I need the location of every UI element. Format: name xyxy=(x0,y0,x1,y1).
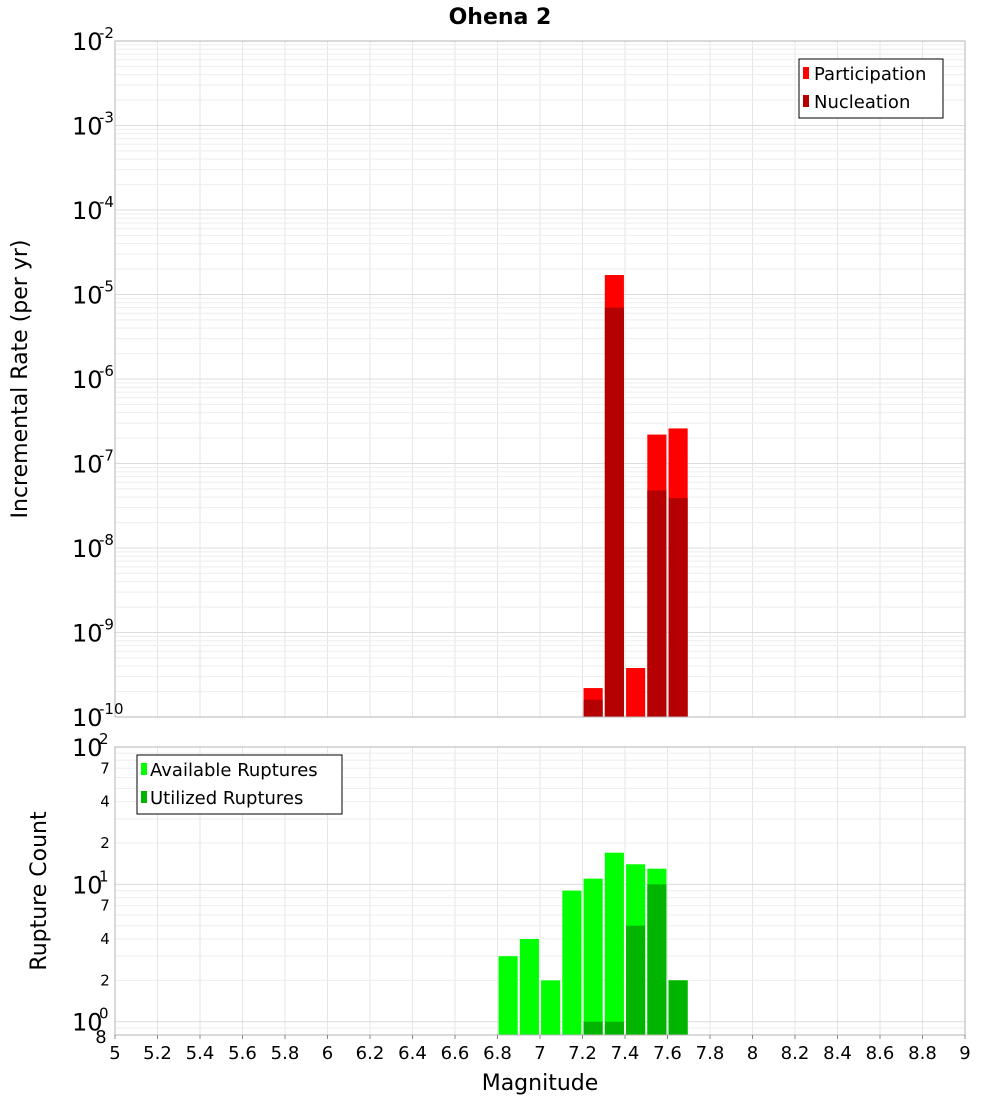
top-y-tick-exponent: -2 xyxy=(99,24,114,42)
nucleation-legend-label: Nucleation xyxy=(814,92,910,113)
top-y-tick-exponent: -9 xyxy=(99,616,114,634)
top-y-tick-base: 10 xyxy=(72,282,103,310)
bottom-utilized-ruptures-bar xyxy=(668,980,688,1035)
bottom-available-ruptures-bar xyxy=(498,956,518,1035)
bottom-y-minor-tick: 4 xyxy=(100,793,110,811)
x-tick-label: 6.8 xyxy=(483,1043,512,1064)
x-tick-label: 7.2 xyxy=(568,1043,597,1064)
x-tick-label: 7.6 xyxy=(653,1043,682,1064)
bottom-y-minor-tick: 4 xyxy=(100,930,110,948)
x-tick-label: 5.8 xyxy=(271,1043,300,1064)
top-y-tick-exponent: -7 xyxy=(99,447,114,465)
top-y-tick-base: 10 xyxy=(72,451,103,479)
bottom-y-tick-exponent: 0 xyxy=(99,1005,109,1023)
top-legend: Participation Nucleation xyxy=(798,58,944,119)
x-tick-label: 8.8 xyxy=(908,1043,937,1064)
bottom-legend-frame xyxy=(136,754,343,815)
top-y-tick-base: 10 xyxy=(72,113,103,141)
top-y-tick-exponent: -6 xyxy=(99,362,114,380)
bottom-available-ruptures-bar xyxy=(519,939,539,1035)
x-tick-label: 9 xyxy=(959,1043,970,1064)
available-legend-label: Available Ruptures xyxy=(150,760,318,781)
bottom-y-tick-exponent: 1 xyxy=(99,867,109,885)
top-y-tick-exponent: -8 xyxy=(99,531,114,549)
top-nucleation-bar xyxy=(604,307,624,717)
top-nucleation-bar xyxy=(583,699,603,717)
x-tick-label: 7 xyxy=(534,1043,545,1064)
top-y-tick-base: 10 xyxy=(72,704,103,732)
top-y-axis-title: Incremental Rate (per yr) xyxy=(8,240,33,519)
x-ticks: 5 5.2 5.4 5.6 5.8 6 6.2 6.4 6.6 6.8 7 7.2 7.4 7.6 7.8 8… xyxy=(109,1035,971,1064)
top-bars xyxy=(583,275,688,717)
bottom-y-tick-exponent: 2 xyxy=(99,730,109,748)
available-legend-swatch xyxy=(141,763,147,775)
x-tick-label: 5.4 xyxy=(186,1043,215,1064)
bottom-y-minor-tick: 2 xyxy=(100,834,110,852)
top-nucleation-bar xyxy=(668,498,688,717)
bottom-y-tick-base: 10 xyxy=(72,871,103,899)
top-y-tick-base: 10 xyxy=(72,28,103,56)
bottom-utilized-ruptures-bar xyxy=(647,884,667,1035)
bottom-y-tick-base: 10 xyxy=(72,1009,103,1037)
bottom-available-ruptures-bar xyxy=(541,980,561,1035)
top-grid xyxy=(114,40,966,718)
bottom-y-tick-base: 10 xyxy=(72,734,103,762)
nucleation-legend-swatch xyxy=(803,95,809,107)
x-axis-title: Magnitude xyxy=(482,1071,599,1096)
bottom-utilized-ruptures-bar xyxy=(604,1021,624,1035)
x-tick-label: 5.6 xyxy=(228,1043,257,1064)
top-y-tick-exponent: -4 xyxy=(99,193,114,211)
participation-legend-label: Participation xyxy=(814,64,926,85)
top-y-tick-base: 10 xyxy=(72,620,103,648)
top-y-tick-base: 10 xyxy=(72,535,103,563)
x-tick-label: 6 xyxy=(322,1043,333,1064)
bottom-legend: Available Ruptures Utilized Ruptures xyxy=(136,754,343,815)
bottom-utilized-ruptures-bar xyxy=(583,1021,603,1035)
bottom-y-axis-title: Rupture Count xyxy=(27,811,52,971)
top-legend-frame xyxy=(798,58,944,119)
utilized-legend-swatch xyxy=(141,791,147,803)
chart-title: Ohena 2 xyxy=(449,5,552,30)
x-tick-label: 6.4 xyxy=(398,1043,427,1064)
top-participation-bar xyxy=(626,668,646,717)
bottom-available-ruptures-bar xyxy=(583,878,603,1035)
bottom-y-minor-tick: 7 xyxy=(100,759,110,777)
x-tick-label: 5.2 xyxy=(143,1043,172,1064)
participation-legend-swatch xyxy=(803,67,809,79)
x-tick-label: 6.2 xyxy=(356,1043,385,1064)
bottom-bars xyxy=(498,852,688,1035)
top-y-tick-base: 10 xyxy=(72,197,103,225)
x-tick-label: 7.4 xyxy=(611,1043,640,1064)
x-tick-label: 6.6 xyxy=(441,1043,470,1064)
bottom-utilized-ruptures-bar xyxy=(626,925,646,1035)
top-y-tick-exponent: -10 xyxy=(99,700,124,718)
top-y-tick-base: 10 xyxy=(72,366,103,394)
bottom-available-ruptures-bar xyxy=(604,852,624,1035)
x-tick-label: 8.2 xyxy=(781,1043,810,1064)
top-nucleation-bar xyxy=(647,490,667,717)
bottom-available-ruptures-bar xyxy=(562,890,582,1035)
top-y-tick-exponent: -3 xyxy=(99,109,114,127)
top-y-tick-exponent: -5 xyxy=(99,278,114,296)
top-plot-frame xyxy=(114,40,966,718)
x-tick-label: 8 xyxy=(747,1043,758,1064)
x-tick-label: 5 xyxy=(109,1043,120,1064)
bottom-y-minor-tick: 2 xyxy=(100,971,110,989)
utilized-legend-label: Utilized Ruptures xyxy=(150,788,303,809)
x-tick-label: 8.6 xyxy=(866,1043,895,1064)
bottom-y-minor-tick: 8 xyxy=(95,1027,106,1048)
x-tick-label: 8.4 xyxy=(823,1043,852,1064)
x-tick-label: 7.8 xyxy=(696,1043,725,1064)
bottom-y-minor-tick: 7 xyxy=(100,897,110,915)
